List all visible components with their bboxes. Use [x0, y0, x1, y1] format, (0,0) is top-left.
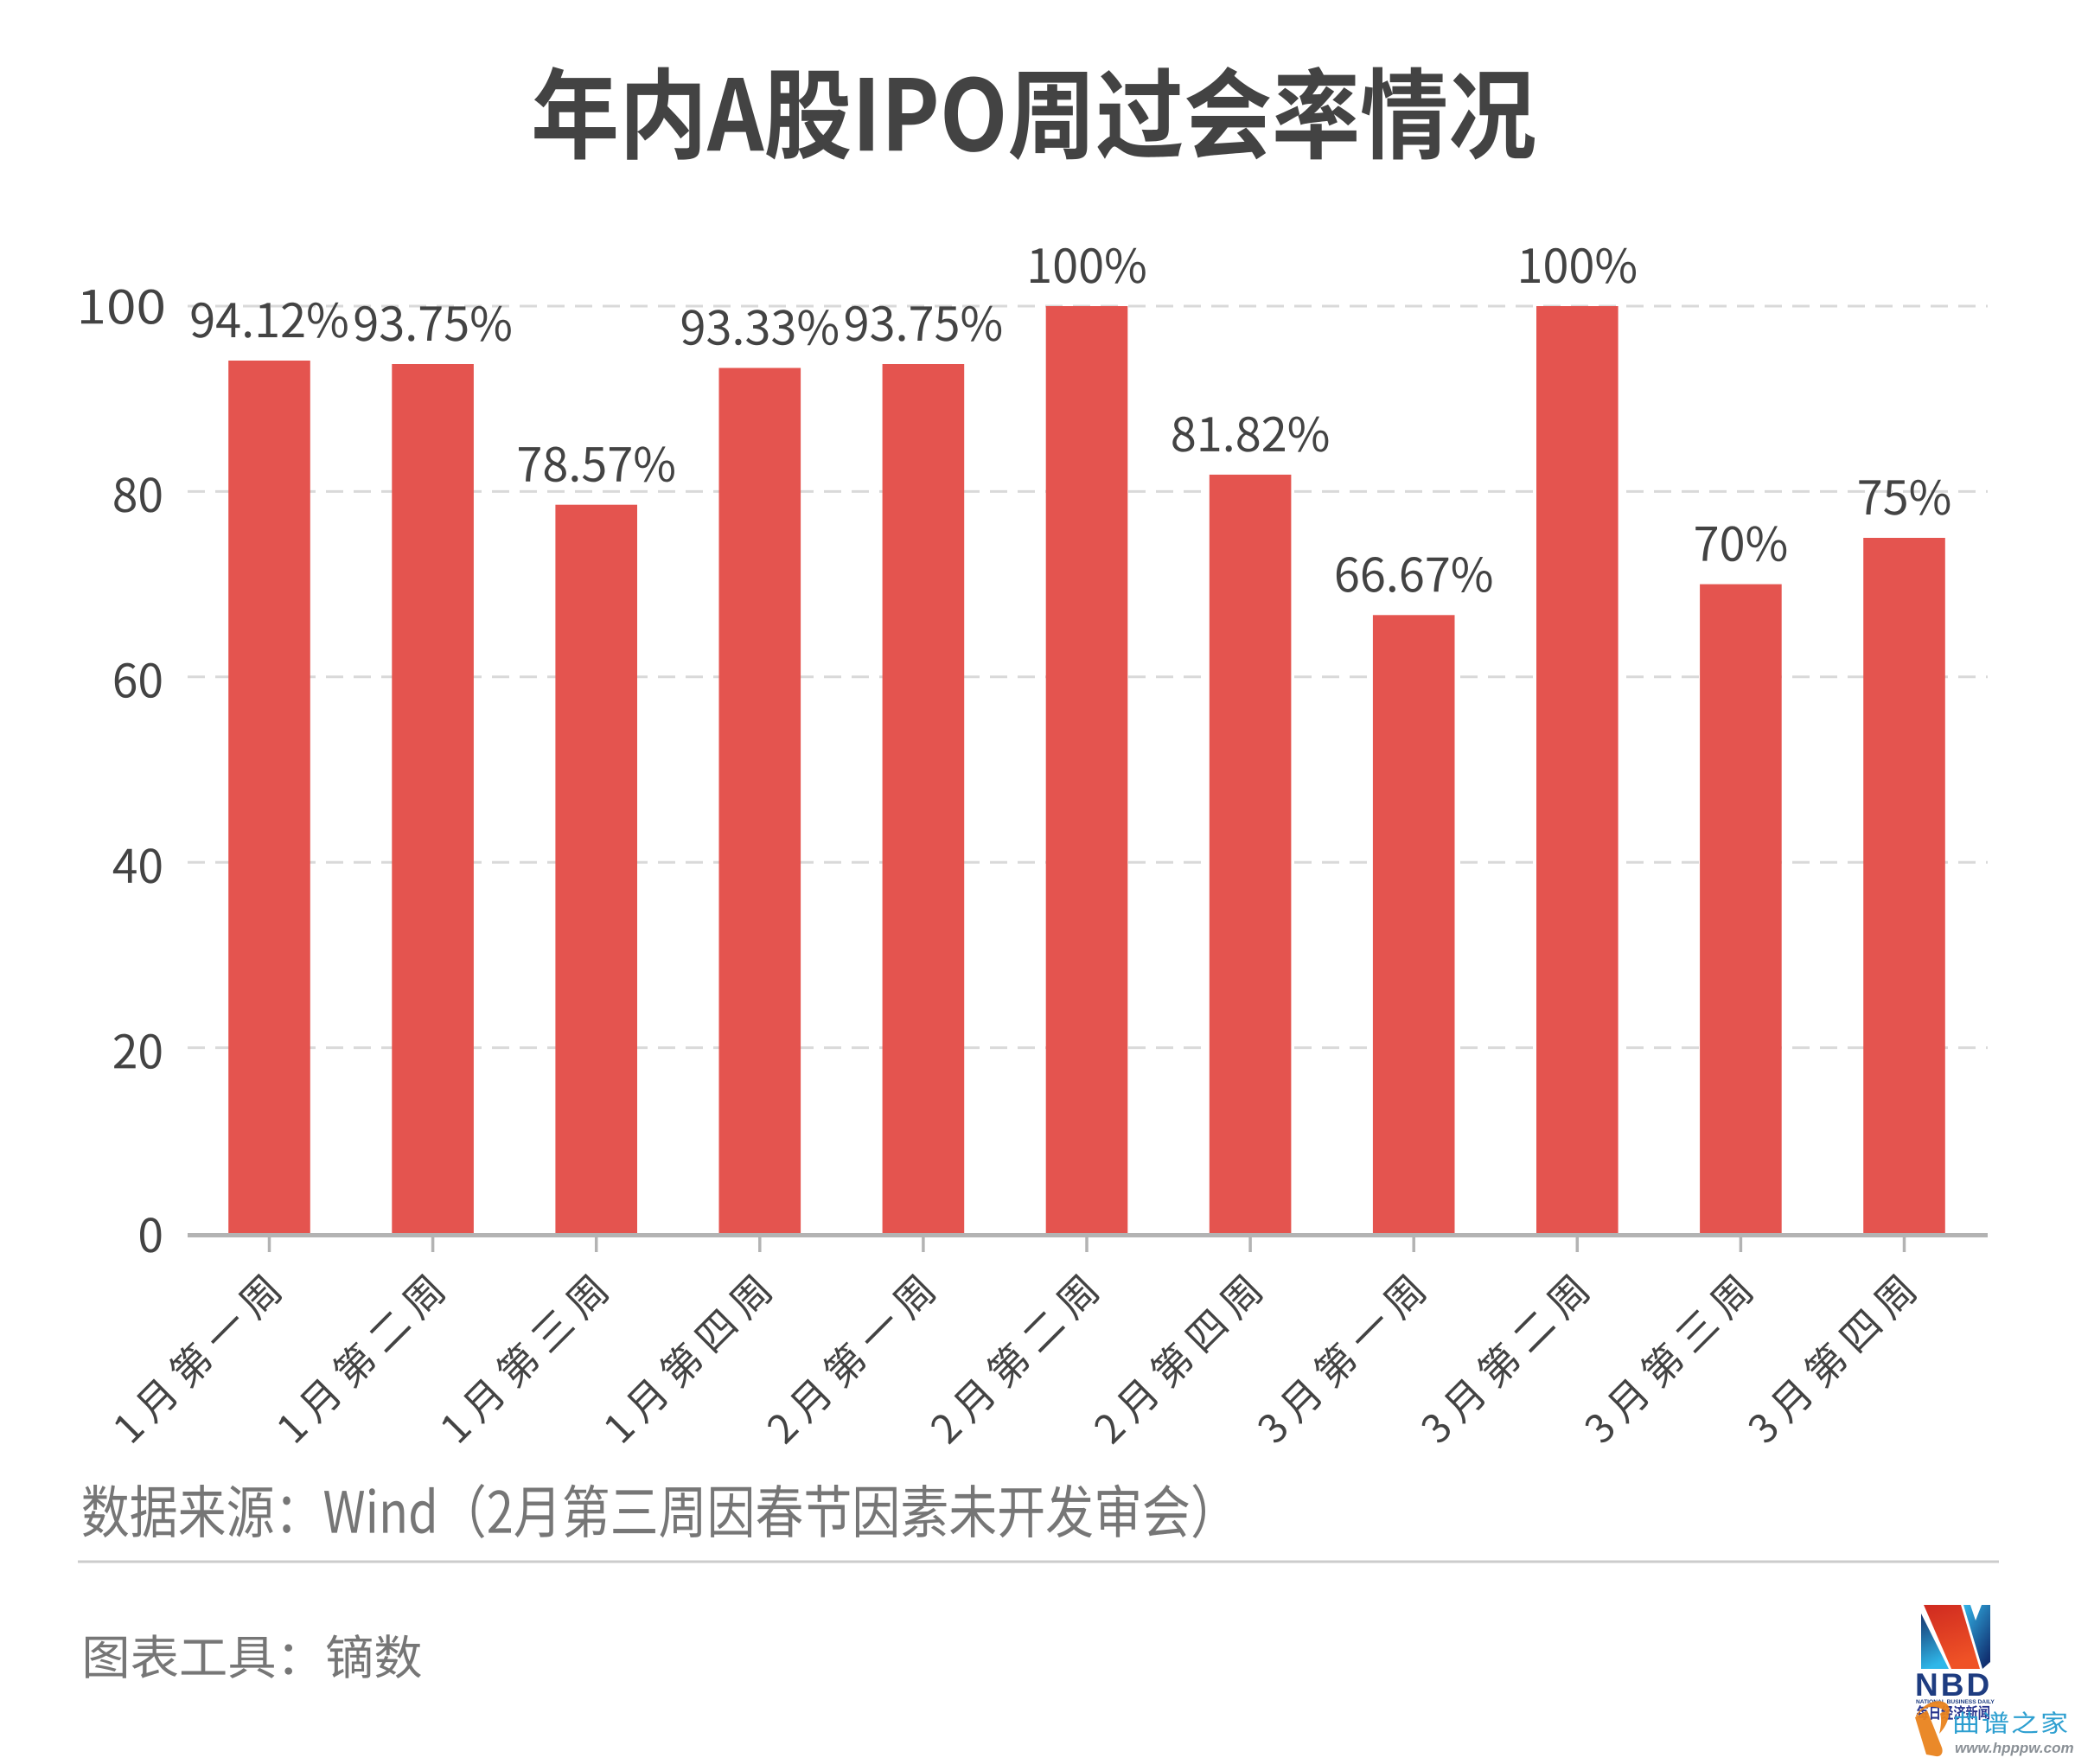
svg-text:NATIONAL BUSINESS DAILY: NATIONAL BUSINESS DAILY	[1916, 1699, 1995, 1705]
svg-text:www.hpppw.com: www.hpppw.com	[1955, 1740, 2074, 1756]
svg-text:NBD: NBD	[1915, 1667, 1992, 1703]
